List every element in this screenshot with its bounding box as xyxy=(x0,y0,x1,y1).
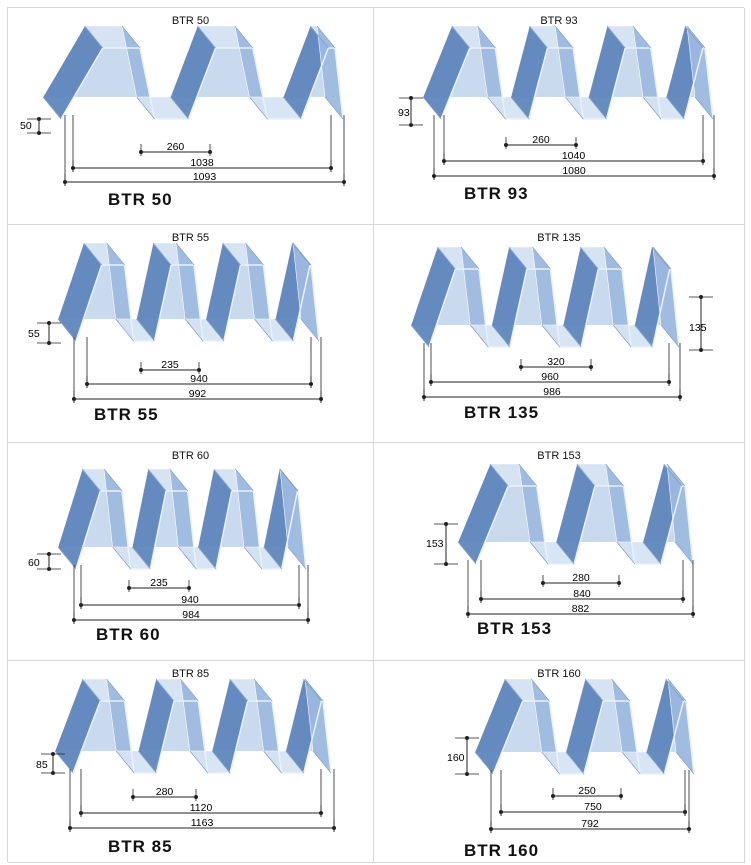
cover-dimension-label: 940 xyxy=(190,373,208,385)
profile-cell-1: BTR 50 50 260 1038 1093 BTR 50 xyxy=(8,8,374,225)
pitch-dimension-label: 280 xyxy=(572,572,590,584)
profile-caption: BTR 160 xyxy=(537,668,581,680)
height-dimension-label: 85 xyxy=(36,759,48,771)
height-dimension-label: 160 xyxy=(447,752,465,764)
height-dimension-label: 55 xyxy=(28,328,40,340)
profile-cell-5: BTR 60 60 235 940 984 BTR 60 xyxy=(8,443,374,661)
cover-dimension-label: 840 xyxy=(573,588,591,600)
profile-cell-8: BTR 160 160 250 750 792 BTR 160 xyxy=(374,661,745,863)
profile-name-label: BTR 60 xyxy=(96,625,161,644)
cover-dimension-label: 750 xyxy=(584,801,602,813)
cover-dimension-label: 1120 xyxy=(190,802,213,814)
pitch-dimension-label: 250 xyxy=(578,785,596,797)
profile-name-label: BTR 160 xyxy=(464,841,540,860)
profile-caption: BTR 93 xyxy=(540,15,578,27)
profile-name-label: BTR 93 xyxy=(464,184,529,203)
profile-caption: BTR 60 xyxy=(171,450,210,462)
profile-drawing: 153 280 840 882 xyxy=(426,462,695,618)
profile-cell-2: BTR 93 93 260 1040 1080 BTR 93 xyxy=(374,8,745,225)
profile-cell-4: BTR 135 135 320 960 986 BTR 135 xyxy=(374,225,745,443)
overall-dimension-label: 1093 xyxy=(193,171,217,183)
profile-drawing: 85 280 1120 1163 xyxy=(36,677,336,832)
profile-caption: BTR 50 xyxy=(171,15,210,27)
overall-dimension-label: 882 xyxy=(572,603,590,615)
pitch-dimension-label: 320 xyxy=(547,356,565,368)
overall-dimension-label: 984 xyxy=(182,609,200,621)
pitch-dimension-label: 260 xyxy=(532,134,550,146)
profile-drawing: 93 260 1040 1080 xyxy=(398,24,716,180)
profile-drawing: 160 250 750 792 xyxy=(447,677,695,833)
profile-drawing: 135 320 960 986 xyxy=(410,246,713,401)
profile-drawing: 55 235 940 992 xyxy=(28,242,323,403)
profile-cell-7: BTR 85 85 280 1120 1163 BTR 85 xyxy=(8,661,374,863)
profile-name-label: BTR 50 xyxy=(108,190,173,209)
overall-dimension-label: 992 xyxy=(189,388,207,400)
overall-dimension-label: 792 xyxy=(581,818,599,830)
pitch-dimension-label: 235 xyxy=(150,577,168,589)
height-dimension-label: 60 xyxy=(28,557,40,569)
pitch-dimension-label: 280 xyxy=(156,786,174,798)
cover-dimension-label: 1040 xyxy=(562,150,586,162)
profile-caption: BTR 55 xyxy=(171,232,210,244)
overall-dimension-label: 1080 xyxy=(562,165,586,177)
pitch-dimension-label: 260 xyxy=(167,141,185,153)
height-dimension-label: 50 xyxy=(20,120,32,132)
profile-grid: BTR 50 50 260 1038 1093 BTR 50 BTR 93 93 260 1040… xyxy=(7,7,745,863)
profile-caption: BTR 135 xyxy=(537,232,581,244)
profile-drawing: 50 260 1038 1093 xyxy=(20,25,346,186)
height-dimension-label: 153 xyxy=(426,538,444,550)
profile-cell-3: BTR 55 55 235 940 992 BTR 55 xyxy=(8,225,374,443)
profile-name-label: BTR 135 xyxy=(464,403,540,422)
cover-dimension-label: 940 xyxy=(181,594,199,606)
height-dimension-label: 93 xyxy=(398,107,410,119)
profile-name-label: BTR 153 xyxy=(477,619,553,638)
cover-dimension-label: 960 xyxy=(541,371,559,383)
profile-cell-6: BTR 153 153 280 840 882 BTR 153 xyxy=(374,443,745,661)
profile-drawing: 60 235 940 984 xyxy=(28,468,310,624)
overall-dimension-label: 986 xyxy=(543,386,561,398)
profile-name-label: BTR 55 xyxy=(94,405,159,424)
height-dimension-label: 135 xyxy=(689,322,707,334)
pitch-dimension-label: 235 xyxy=(161,359,179,371)
overall-dimension-label: 1163 xyxy=(191,817,214,829)
cover-dimension-label: 1038 xyxy=(190,157,214,169)
profile-caption: BTR 85 xyxy=(171,668,210,680)
profile-caption: BTR 153 xyxy=(537,450,581,462)
profile-name-label: BTR 85 xyxy=(108,837,173,856)
